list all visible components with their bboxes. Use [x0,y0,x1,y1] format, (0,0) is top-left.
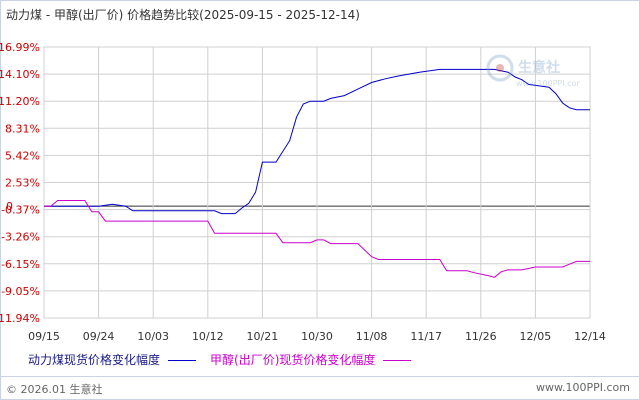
chart-title: 动力煤 - 甲醇(出厂价) 价格趋势比较(2025-09-15 - 2025-1… [6,8,360,22]
x-tick-label: 10/03 [137,330,169,343]
y-zero-label: 0 [6,200,13,213]
y-tick-label: 16.99% [0,41,40,54]
x-tick-label: 09/15 [28,330,60,343]
series-line-2 [44,200,590,278]
x-tick-label: 10/30 [301,330,333,343]
x-tick-label: 12/14 [574,330,606,343]
footer-bar: © 2026.01 生意社 www.100PPI.com [0,376,640,399]
legend-series-1-label: 动力煤现货价格变化幅度 [28,353,161,367]
y-tick-label: 14.10% [0,68,40,81]
series-line-1 [44,68,590,215]
x-tick-label: 11/17 [410,330,442,343]
x-axis-labels: 09/15 09/24 10/03 10/12 10/21 10/30 11/08 11/17… [28,330,606,343]
x-tick-label: 10/12 [192,330,224,343]
footer-site-link[interactable]: www.100PPI.com [536,381,630,394]
logo-ring-icon [486,54,514,82]
x-tick-label: 12/05 [520,330,552,343]
y-tick-label: -6.15% [1,258,40,271]
y-tick-label: -3.26% [1,231,40,244]
y-tick-label: 11.20% [0,95,40,108]
y-tick-label: -11.94% [0,312,40,325]
y-tick-label: -0.37% [1,204,40,217]
x-tick-label: 11/08 [356,330,388,343]
footer-copyright: © 2026.01 生意社 [6,383,103,396]
chart-legend: 动力煤现货价格变化幅度 甲醇(出厂价)现货价格变化幅度 [28,351,425,368]
legend-series-2-label: 甲醇(出厂价)现货价格变化幅度 [210,353,376,367]
legend-series-1-swatch [168,360,197,361]
x-tick-label: 10/21 [247,330,279,343]
y-axis-labels: 16.99% 14.10% 11.20% 8.31% 5.42% 2.53% -0.37% -… [0,41,40,325]
y-tick-label: 2.53% [5,177,40,190]
x-tick-label: 09/24 [83,330,115,343]
watermark-site: www.100PPI.com [516,79,580,88]
y-tick-label: 5.42% [5,149,40,162]
y-tick-label: 8.31% [5,122,40,135]
y-tick-label: -9.05% [1,285,40,298]
legend-series-2-swatch [383,360,412,361]
grid-lines [43,46,591,319]
series-lines [44,68,590,278]
x-tick-label: 11/26 [465,330,497,343]
watermark-name: 生意社 [518,59,560,76]
